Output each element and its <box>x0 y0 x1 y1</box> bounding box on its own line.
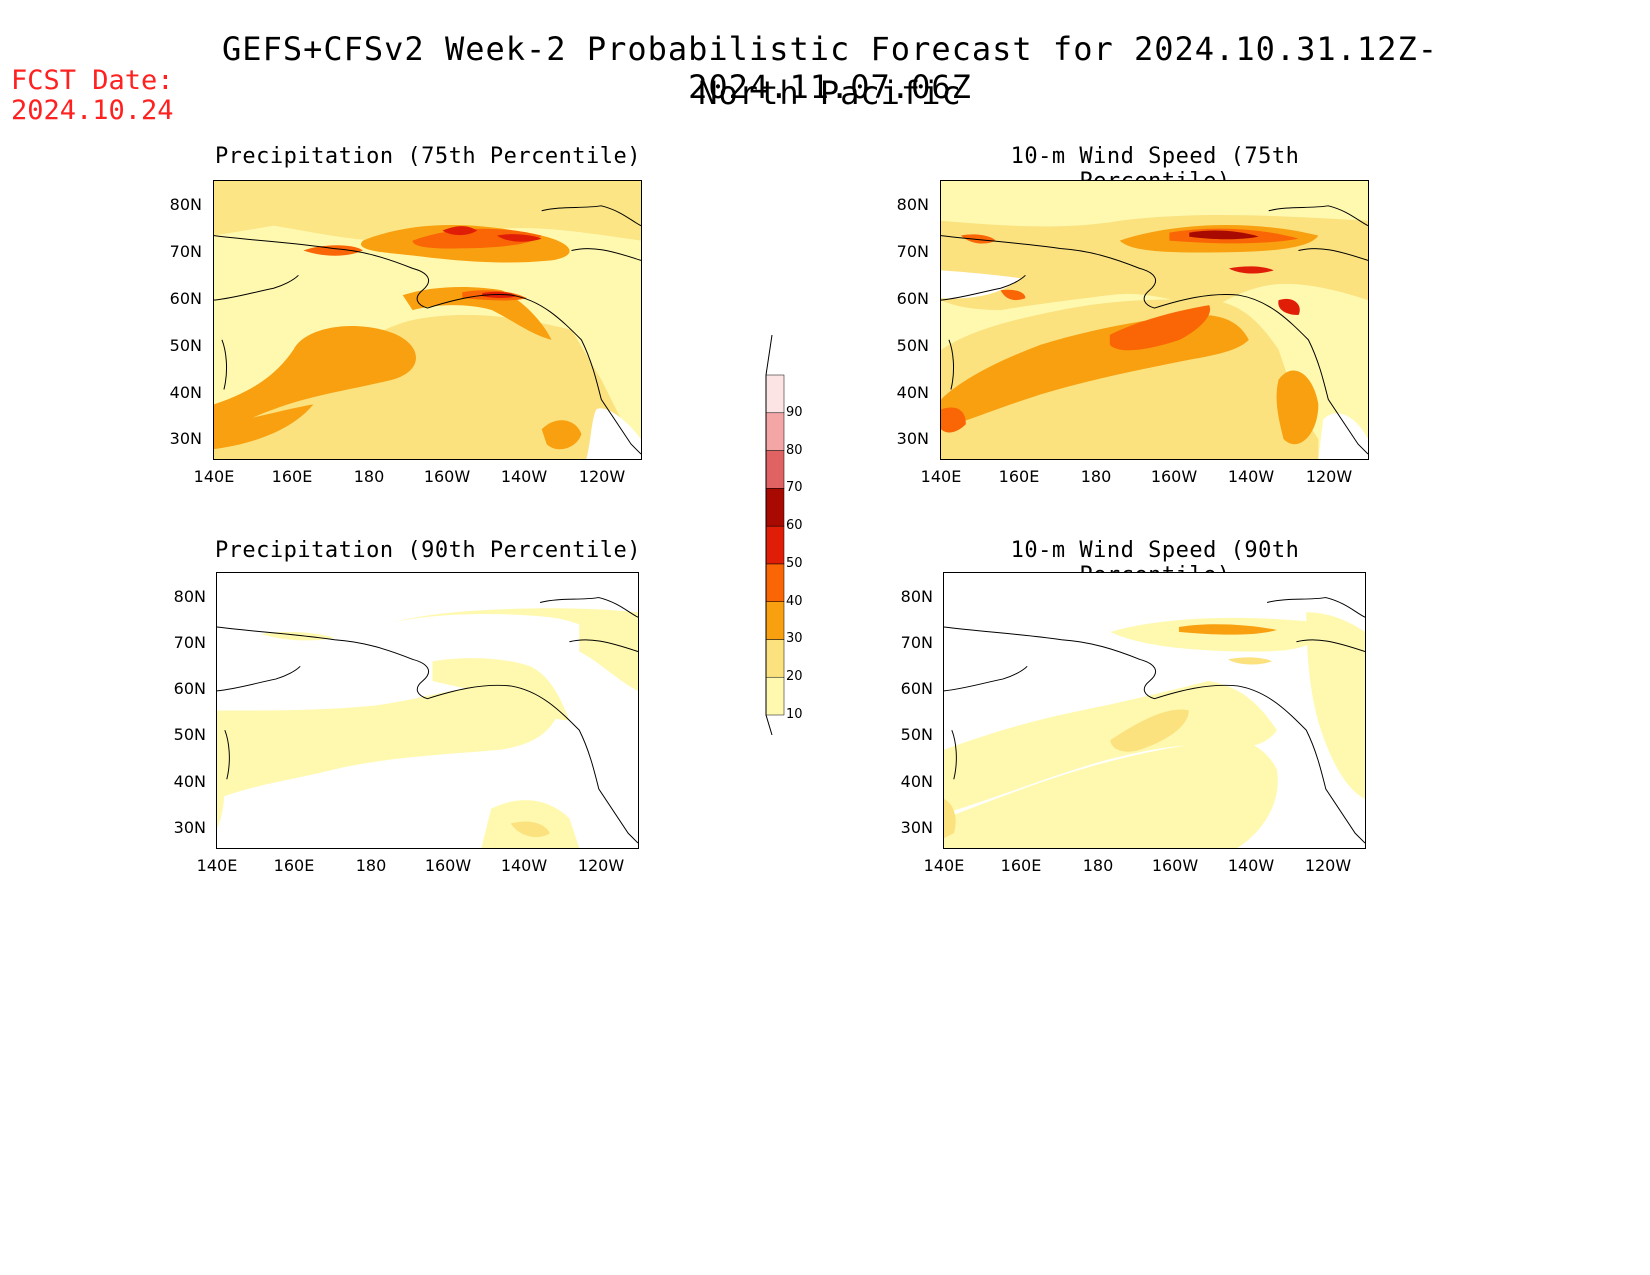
lon-label-180: 180 <box>355 856 387 875</box>
lon-label-140e: 140E <box>920 467 962 486</box>
lon-label-140w: 140W <box>500 856 548 875</box>
colorbar-level-label: 70 <box>786 480 803 496</box>
colorbar-swatch <box>765 563 785 602</box>
lat-label-60n: 60N <box>900 679 933 698</box>
lat-label-70n: 70N <box>169 242 202 261</box>
lon-label-160w: 160W <box>424 856 472 875</box>
lon-label-120w: 120W <box>577 856 625 875</box>
colorbar-swatch <box>765 601 785 640</box>
lat-label-60n: 60N <box>896 289 929 308</box>
lat-label-80n: 80N <box>900 587 933 606</box>
lon-label-120w: 120W <box>1305 467 1353 486</box>
lon-label-160e: 160E <box>1000 856 1042 875</box>
lon-label-180: 180 <box>1082 856 1114 875</box>
lat-label-70n: 70N <box>173 633 206 652</box>
lon-label-140e: 140E <box>923 856 965 875</box>
forecast-date: FCST Date: 2024.10.24 <box>11 66 174 126</box>
lat-label-40n: 40N <box>900 772 933 791</box>
lon-label-160e: 160E <box>998 467 1040 486</box>
lon-label-160w: 160W <box>423 467 471 486</box>
colorbar-swatch <box>765 639 785 678</box>
lat-label-40n: 40N <box>173 772 206 791</box>
lat-label-70n: 70N <box>900 633 933 652</box>
lon-label-120w: 120W <box>1304 856 1352 875</box>
lat-label-70n: 70N <box>896 242 929 261</box>
lon-label-160w: 160W <box>1151 856 1199 875</box>
forecast-date-label: FCST Date: <box>11 65 174 96</box>
lat-label-30n: 30N <box>896 429 929 448</box>
lat-label-50n: 50N <box>896 336 929 355</box>
lon-label-140e: 140E <box>193 467 235 486</box>
lon-label-160w: 160W <box>1150 467 1198 486</box>
lat-label-50n: 50N <box>173 725 206 744</box>
colorbar-level-label: 20 <box>786 669 803 685</box>
lon-label-180: 180 <box>353 467 385 486</box>
colorbar-level-label: 80 <box>786 442 803 458</box>
lon-label-120w: 120W <box>578 467 626 486</box>
colorbar-level-label: 60 <box>786 518 803 534</box>
panel-title-precip-90: Precipitation (90th Percentile) <box>214 538 642 563</box>
colorbar-level-label: 30 <box>786 631 803 647</box>
lon-label-160e: 160E <box>273 856 315 875</box>
lat-label-30n: 30N <box>173 818 206 837</box>
lon-label-180: 180 <box>1080 467 1112 486</box>
colorbar-level-label: 90 <box>786 404 803 420</box>
colorbar-level-label: 50 <box>786 555 803 571</box>
lat-label-80n: 80N <box>173 587 206 606</box>
colorbar-level-label: 10 <box>786 707 803 722</box>
region-title: North Pacific <box>698 74 962 112</box>
figure-title: GEFS+CFSv2 Week-2 Probabilistic Forecast… <box>222 30 1438 106</box>
map-precip-75 <box>213 180 642 460</box>
lat-label-30n: 30N <box>169 429 202 448</box>
lat-label-60n: 60N <box>173 679 206 698</box>
lon-label-140e: 140E <box>196 856 238 875</box>
colorbar-level-label: 40 <box>786 593 803 609</box>
lat-label-50n: 50N <box>169 336 202 355</box>
lat-label-30n: 30N <box>900 818 933 837</box>
colorbar-swatch <box>765 488 785 527</box>
lat-label-50n: 50N <box>900 725 933 744</box>
lon-label-140w: 140W <box>500 467 548 486</box>
lon-label-160e: 160E <box>271 467 313 486</box>
map-wind-75 <box>940 180 1369 460</box>
colorbar-swatch <box>765 525 785 565</box>
lat-label-80n: 80N <box>896 195 929 214</box>
forecast-date-value: 2024.10.24 <box>11 95 174 126</box>
colorbar <box>765 335 785 735</box>
colorbar-swatch <box>765 412 785 451</box>
map-wind-90 <box>943 572 1366 849</box>
colorbar-swatch <box>765 676 785 716</box>
lat-label-60n: 60N <box>169 289 202 308</box>
lon-label-140w: 140W <box>1227 467 1275 486</box>
panel-title-precip-75: Precipitation (75th Percentile) <box>214 144 642 169</box>
colorbar-swatch <box>765 374 785 414</box>
lat-label-40n: 40N <box>169 383 202 402</box>
lon-label-140w: 140W <box>1227 856 1275 875</box>
map-precip-90 <box>216 572 639 849</box>
colorbar-swatch <box>765 450 785 489</box>
lat-label-80n: 80N <box>169 195 202 214</box>
lat-label-40n: 40N <box>896 383 929 402</box>
